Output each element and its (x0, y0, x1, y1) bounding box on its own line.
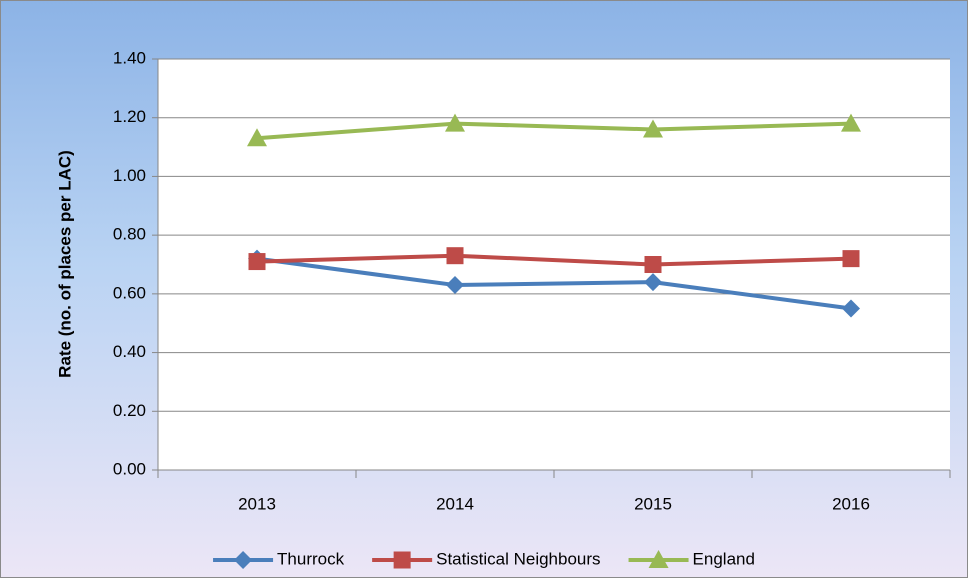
legend-marker (234, 551, 253, 569)
marker (842, 250, 860, 268)
x-tick-label: 2013 (238, 494, 276, 513)
marker (644, 273, 662, 292)
legend-label: Statistical Neighbours (436, 549, 600, 568)
legend-marker (648, 550, 669, 568)
marker (446, 247, 464, 265)
series-line (256, 256, 852, 311)
y-tick-label: 0.40 (113, 342, 146, 361)
marker (248, 253, 266, 271)
marker (446, 276, 464, 295)
y-tick-label: 1.20 (113, 107, 146, 126)
legend-label: Thurrock (277, 549, 345, 568)
marker (841, 113, 861, 132)
y-tick-label: 1.40 (113, 48, 146, 67)
y-tick-label: 1.00 (113, 166, 146, 185)
marker (445, 113, 465, 132)
marker (643, 119, 663, 138)
y-tick-label: 0.00 (113, 459, 146, 478)
marker (644, 256, 662, 273)
y-axis-label: Rate (no. of places per LAC) (55, 150, 74, 378)
series-line (256, 121, 852, 141)
legend-label: England (693, 549, 755, 568)
y-tick-label: 0.20 (113, 401, 146, 420)
x-tick-label: 2016 (832, 494, 870, 513)
x-tick-label: 2015 (634, 494, 672, 513)
marker (842, 299, 860, 318)
x-tick-label: 2014 (436, 494, 474, 513)
y-tick-label: 0.80 (113, 225, 146, 244)
marker (247, 128, 267, 147)
y-tick-label: 0.60 (113, 283, 146, 302)
series-line (256, 253, 852, 267)
plot-area (158, 59, 950, 470)
legend-marker (393, 551, 411, 569)
